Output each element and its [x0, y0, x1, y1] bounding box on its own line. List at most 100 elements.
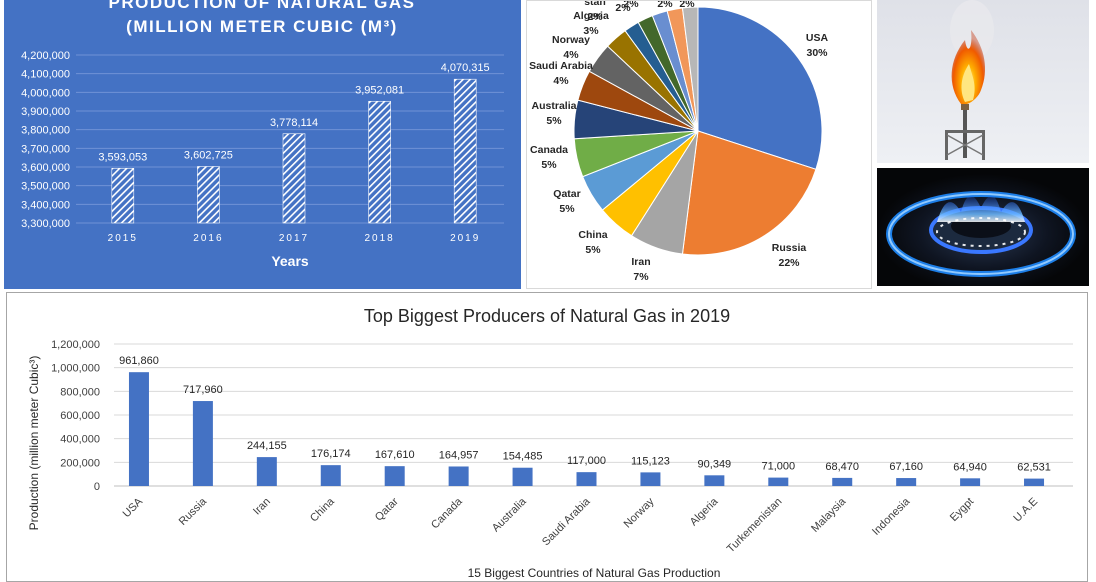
pie-slice [697, 6, 823, 170]
y-tick-label: 3,300,000 [21, 218, 70, 230]
data-label: 167,610 [375, 449, 415, 461]
yearly-production-chart: PRODUCTION OF NATURAL GAS (MILLION METER… [4, 0, 521, 289]
y-tick-label: 1,200,000 [51, 339, 100, 351]
x-tick-label: Malaysia [809, 495, 849, 535]
slice-percent: 2% [657, 1, 673, 10]
bar [960, 478, 981, 486]
top-producers-chart: Top Biggest Producers of Natural Gas in … [6, 292, 1088, 582]
bar [704, 475, 725, 486]
gas-burner-illustration [877, 168, 1089, 286]
slice-percent: 22% [778, 257, 800, 269]
data-label: 71,000 [761, 461, 795, 473]
bar [128, 372, 149, 486]
slice-percent: 3% [583, 25, 599, 37]
data-label: 117,000 [567, 455, 606, 467]
slice-label: Qatar [553, 188, 580, 200]
y-tick-label: 1,000,000 [51, 363, 100, 375]
x-tick-label: Russia [177, 495, 210, 528]
slice-percent: 4% [563, 49, 579, 61]
bar [320, 465, 341, 486]
chart-title-line-2: (MILLION METER CUBIC (M³) [126, 17, 398, 36]
x-axis-title: 15 Biggest Countries of Natural Gas Prod… [468, 566, 721, 580]
pie-slice [681, 6, 699, 132]
data-label: 164,957 [439, 449, 479, 461]
slice-percent: 7% [633, 271, 649, 283]
data-label: 3,952,081 [355, 84, 404, 96]
bar [640, 472, 661, 486]
data-label: 154,485 [503, 451, 543, 463]
chart-title: Top Biggest Producers of Natural Gas in … [364, 306, 730, 326]
x-tick-label: Eygpt [948, 496, 976, 524]
x-tick-label: Indonesia [870, 495, 913, 538]
slice-label: stan [584, 1, 606, 8]
x-axis-title: Years [271, 253, 309, 269]
x-tick-label: Qatar [373, 495, 401, 523]
slice-percent: 2% [679, 1, 695, 10]
yearly-production-plot: PRODUCTION OF NATURAL GAS (MILLION METER… [21, 0, 504, 269]
slice-label: China [578, 229, 607, 241]
y-tick-label: 4,100,000 [21, 69, 70, 81]
bar [453, 78, 477, 224]
slice-percent: 5% [546, 115, 562, 127]
data-label: 3,593,053 [98, 151, 147, 163]
pie-plot: USA 30% Russia 22% Iran 7% China 5% Qatar 5% Canad… [529, 1, 829, 283]
x-tick-label: 2018 [364, 233, 394, 244]
slice-label: Australia [532, 100, 577, 112]
data-label: 62,531 [1017, 462, 1051, 474]
bar [576, 472, 597, 486]
data-label: 961,860 [119, 355, 159, 367]
y-tick-label: 3,900,000 [21, 106, 70, 118]
slice-label: Canada [530, 144, 568, 156]
bar [197, 166, 220, 224]
data-label: 244,155 [247, 440, 287, 452]
y-tick-label: 0 [94, 481, 100, 493]
slice-label: Russia [772, 242, 807, 254]
producer-share-pie-chart: USA 30% Russia 22% Iran 7% China 5% Qatar 5% Canad… [526, 0, 872, 289]
slice-percent: 5% [585, 244, 601, 256]
y-tick-label: 3,800,000 [21, 125, 70, 137]
y-axis-title: Production (million meter Cubic³) [27, 356, 41, 531]
bar [368, 100, 391, 224]
y-tick-label: 800,000 [60, 386, 100, 398]
x-tick-label: 2015 [108, 233, 138, 244]
slice-label: Saudi Arabia [529, 60, 593, 72]
bar [384, 466, 405, 486]
y-tick-label: 200,000 [60, 457, 100, 469]
bar [832, 477, 853, 486]
slice-percent: 5% [541, 159, 557, 171]
y-tick-label: 3,600,000 [21, 162, 70, 174]
slice-label: Iran [631, 256, 650, 268]
top-producers-plot: Top Biggest Producers of Natural Gas in … [27, 306, 1073, 580]
bar [1024, 478, 1045, 486]
slice-label: Algeria [573, 10, 609, 22]
bar [192, 401, 213, 486]
x-tick-label: Canada [429, 495, 465, 531]
x-tick-label: China [308, 495, 337, 524]
x-tick-label: 2017 [279, 233, 309, 244]
data-label: 176,174 [311, 448, 351, 460]
y-tick-label: 3,700,000 [21, 143, 70, 155]
gas-flare-illustration [877, 0, 1089, 163]
data-label: 115,123 [631, 455, 670, 467]
x-tick-label: Norway [622, 495, 657, 530]
y-tick-label: 4,200,000 [21, 50, 70, 62]
data-label: 90,349 [698, 458, 732, 470]
bar [448, 466, 469, 486]
data-label: 3,602,725 [184, 149, 233, 161]
slice-percent: 4% [553, 75, 569, 87]
chart-title-line-1: PRODUCTION OF NATURAL GAS [109, 0, 416, 12]
pie-slice [681, 130, 817, 256]
bar [282, 133, 306, 224]
slice-percent: 2% [623, 1, 639, 10]
y-tick-label: 3,500,000 [21, 181, 70, 193]
data-label: 717,960 [183, 384, 223, 396]
bar [896, 478, 917, 486]
slice-label: USA [806, 32, 829, 44]
y-tick-label: 600,000 [60, 410, 100, 422]
y-tick-label: 4,000,000 [21, 87, 70, 99]
x-tick-label: Australia [490, 495, 529, 534]
data-label: 3,778,114 [270, 117, 318, 129]
x-tick-label: Turkemenistan [725, 496, 785, 556]
bar [768, 477, 789, 486]
data-label: 4,070,315 [441, 62, 490, 74]
